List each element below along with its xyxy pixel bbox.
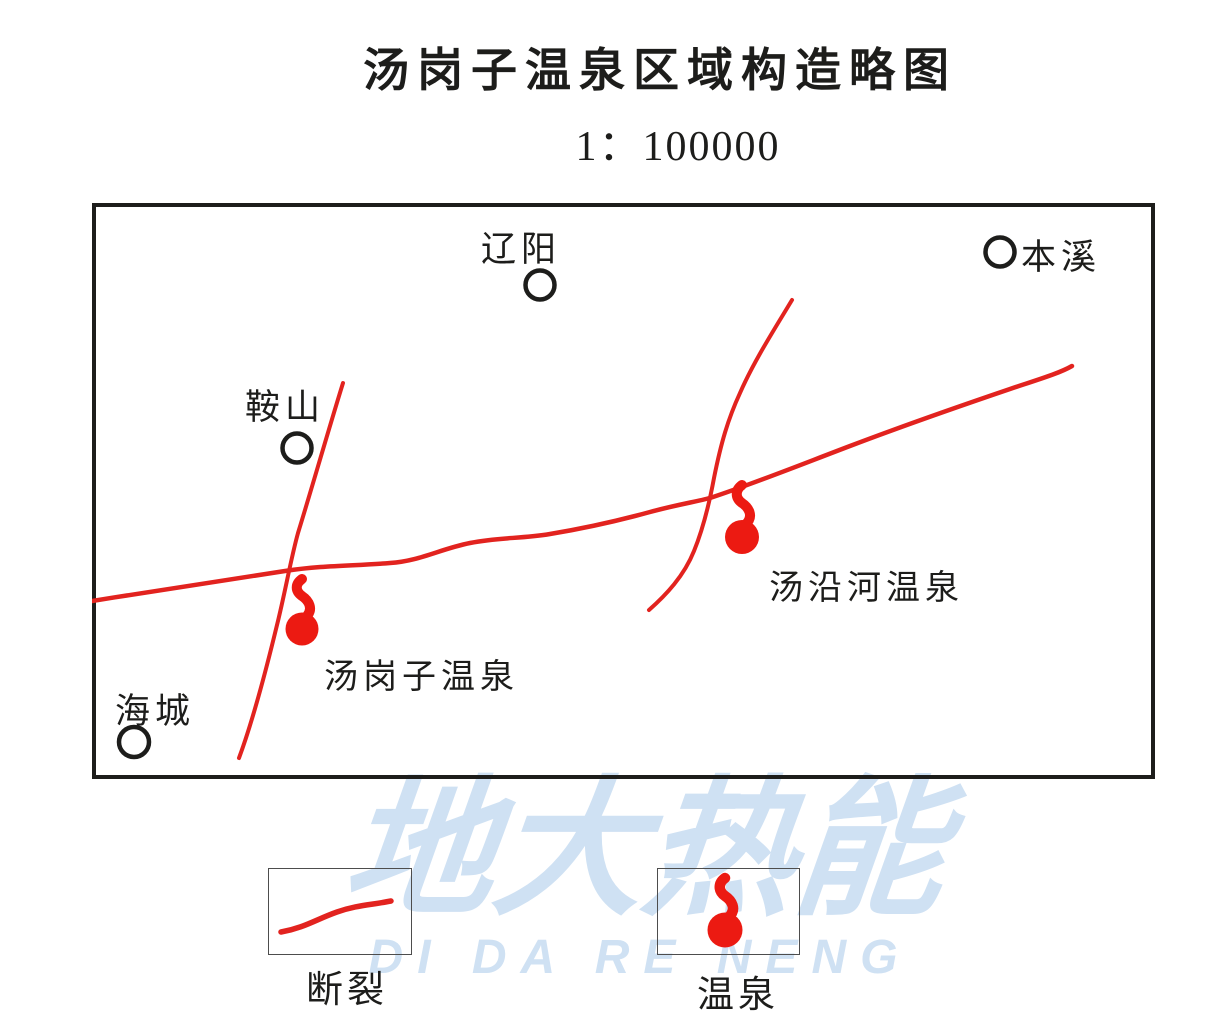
city-label-haicheng: 海城 [115,692,196,731]
legend-label-fault: 断裂 [306,970,388,1011]
fault-line-icon [278,898,394,935]
legend-box-fault [268,868,412,955]
fault-line-main [92,363,1075,604]
hot-spring-symbol-tanggangzi [285,574,319,646]
city-label-liaoyang: 辽阳 [481,230,562,269]
watermark-chinese: 地大热能 [336,768,954,934]
spring-label-tanggangzi: 汤岗子温泉 [324,659,519,696]
page-title: 汤岗子温泉区域构造略图 [363,45,957,96]
spring-label-tangyanhe: 汤沿河温泉 [769,570,964,607]
watermark-latin: DI DA RE NENG [368,931,912,984]
legend-box-spring [657,868,800,955]
map-canvas [92,203,1155,779]
fault-line-anshan [237,381,345,760]
city-label-benxi: 本溪 [1021,238,1102,277]
city-marker-anshan [280,431,314,465]
city-marker-benxi [983,235,1017,269]
legend-label-spring: 温泉 [697,975,779,1016]
map-border [92,203,1155,779]
map-scale-text: 1：100000 [575,124,781,170]
legend-spring-symbol [707,872,743,948]
legend-fault-symbol [278,898,394,935]
fault-line-tangyanhe [647,298,794,612]
city-marker-liaoyang [523,268,557,302]
hot-spring-icon [707,872,743,948]
city-label-anshan: 鞍山 [245,388,326,427]
hot-spring-symbol-tangyanhe [725,480,759,554]
city-marker-haicheng [116,724,152,760]
